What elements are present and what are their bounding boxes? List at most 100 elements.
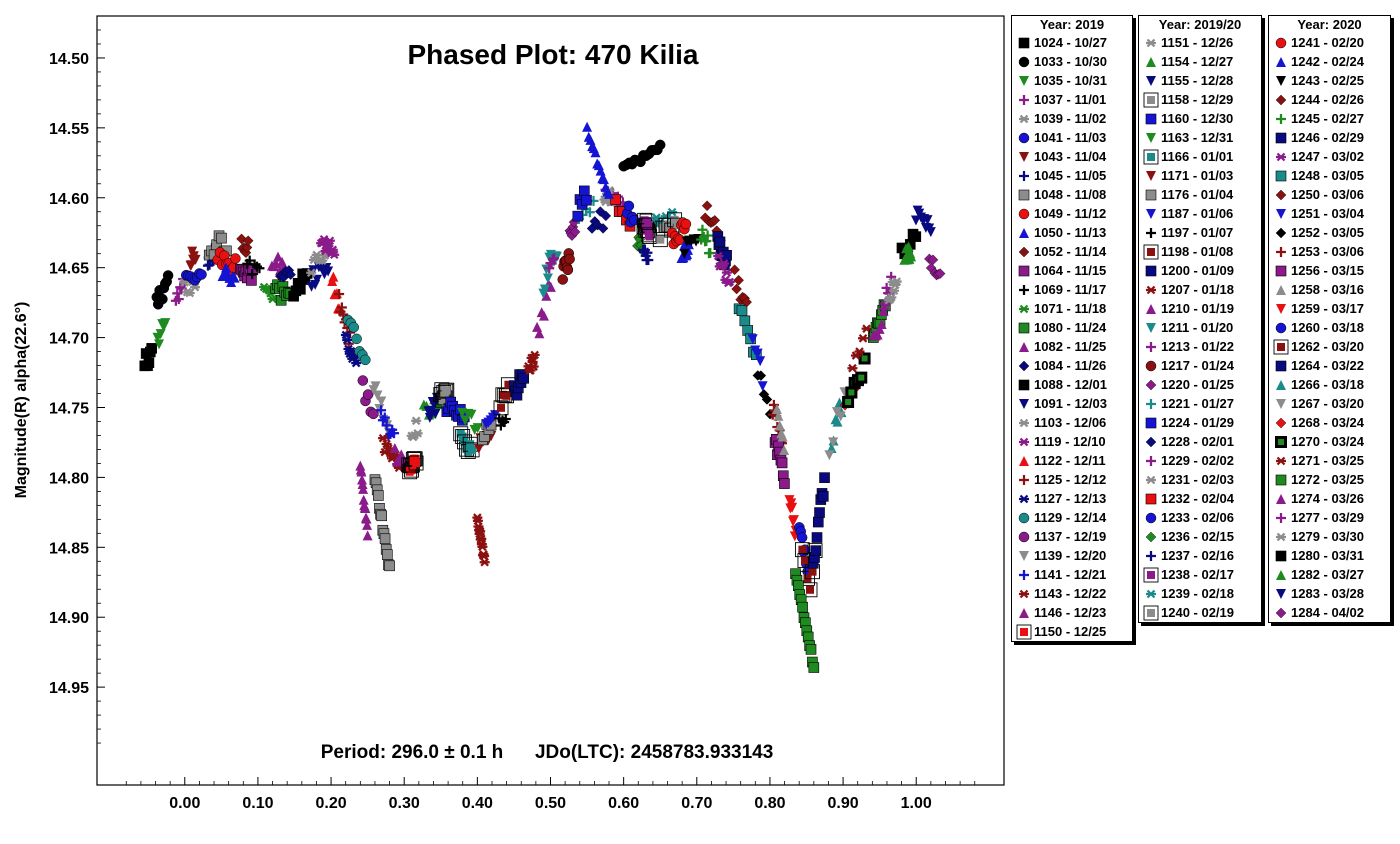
y-tick-label: 14.65 [49,261,89,278]
legend-label: 1052 - 11/14 [1034,244,1107,259]
data-point [889,286,900,296]
legend-entry: 1041 - 11/03 [1012,128,1132,147]
legend-label: 1259 - 03/17 [1291,301,1365,316]
data-point [242,235,254,247]
legend-entry: 1282 - 03/27 [1269,565,1390,584]
legend-entry: 1050 - 11/13 [1012,223,1132,242]
legend-entry: 1221 - 01/27 [1139,394,1261,413]
legend-label: 1198 - 01/08 [1161,244,1234,259]
legend-marker-icon [1276,57,1286,67]
legend-marker [1276,247,1286,257]
legend-column: Year: 2019/20 1151 - 12/26 1154 - 12/27 115… [1138,15,1262,623]
legend-marker-icon [1276,570,1286,580]
legend-marker [1275,170,1287,182]
legend-marker-icon [1018,322,1030,334]
legend-marker [1143,567,1159,583]
legend-label: 1246 - 02/29 [1291,130,1365,145]
data-point [360,354,371,366]
data-point [358,483,369,494]
data-point [805,644,817,655]
data-point [581,194,592,206]
legend-entry: 1035 - 10/31 [1012,71,1132,90]
data-point [411,416,422,426]
data-point [538,310,549,321]
legend-entry: 1262 - 03/20 [1269,337,1390,356]
legend-marker [1276,399,1286,409]
data-point [539,284,550,295]
legend-label: 1137 - 12/19 [1034,529,1107,544]
data-point [351,333,362,345]
legend-label: 1228 - 02/01 [1161,434,1235,449]
data-point [585,134,596,145]
legend-marker-icon [1146,475,1156,485]
data-point [811,532,823,543]
legend-marker [1276,513,1286,523]
data-point [876,319,887,330]
data-point [348,322,359,333]
legend-label: 1272 - 03/25 [1291,472,1365,487]
legend-entry: 1283 - 03/28 [1269,584,1390,603]
legend-label: 1242 - 02/24 [1291,54,1365,69]
legend-label: 1271 - 03/25 [1291,453,1365,468]
legend-marker [1019,114,1029,124]
legend-label: 1268 - 03/24 [1291,415,1365,430]
legend-entry: 1129 - 12/14 [1012,508,1132,527]
legend-marker-icon [1018,531,1030,543]
data-point [173,294,184,305]
data-point [472,423,483,434]
legend-entry: 1187 - 01/06 [1139,204,1261,223]
legend-marker [1145,360,1157,372]
data-point [541,290,552,301]
legend-label: 1171 - 01/03 [1161,168,1234,183]
legend-marker-icon [1019,494,1029,504]
data-point [922,215,933,226]
legend-marker [1146,304,1156,314]
data-point [579,185,590,197]
legend-label: 1207 - 01/18 [1161,282,1235,297]
legend-label: 1284 - 04/02 [1291,605,1365,620]
legend-marker [1146,551,1156,561]
legend-label: 1146 - 12/23 [1034,605,1107,620]
legend-marker-icon [1276,399,1286,409]
y-axis-label: Magnitude(R) alpha(22.6°) [13,302,30,499]
legend-marker [1145,417,1157,429]
legend-entry: 1158 - 12/29 [1139,90,1261,109]
legend-marker-icon [1019,608,1029,618]
legend-marker-icon [1146,76,1156,86]
data-point [557,274,568,285]
legend-entry: 1240 - 02/19 [1139,603,1261,622]
legend-marker [1019,76,1029,86]
data-point [429,399,440,410]
data-point [336,302,347,313]
legend-marker [1276,76,1286,86]
legend-label: 1166 - 01/01 [1161,149,1234,164]
legend-marker-icon [1145,493,1157,505]
x-tick-label: 0.00 [169,795,200,812]
data-point [713,251,724,261]
legend-label: 1041 - 11/03 [1034,130,1107,145]
legend-marker-icon [1275,265,1287,277]
legend-entry: 1210 - 01/19 [1139,299,1261,318]
legend-entry: 1247 - 03/02 [1269,147,1390,166]
legend-entry: 1259 - 03/17 [1269,299,1390,318]
data-point [817,491,829,502]
data-point [430,408,441,419]
legend-marker [1275,436,1287,448]
legend-marker [1145,512,1157,524]
data-point [747,334,758,345]
data-point [779,445,790,456]
legend-label: 1266 - 03/18 [1291,377,1365,392]
legend-marker [1276,589,1286,599]
legend-label: 1033 - 10/30 [1034,54,1108,69]
legend-label: 1253 - 03/06 [1291,244,1365,259]
data-point [564,253,575,265]
legend-label: 1279 - 03/30 [1291,529,1365,544]
data-markers [139,121,946,673]
legend-marker-icon [1146,285,1156,295]
legend-marker [1146,342,1156,352]
data-point [886,293,897,302]
data-point [376,405,387,416]
legend-marker-icon [1276,494,1286,504]
legend-label: 1050 - 11/13 [1034,225,1107,240]
legend-marker-icon [1276,304,1286,314]
